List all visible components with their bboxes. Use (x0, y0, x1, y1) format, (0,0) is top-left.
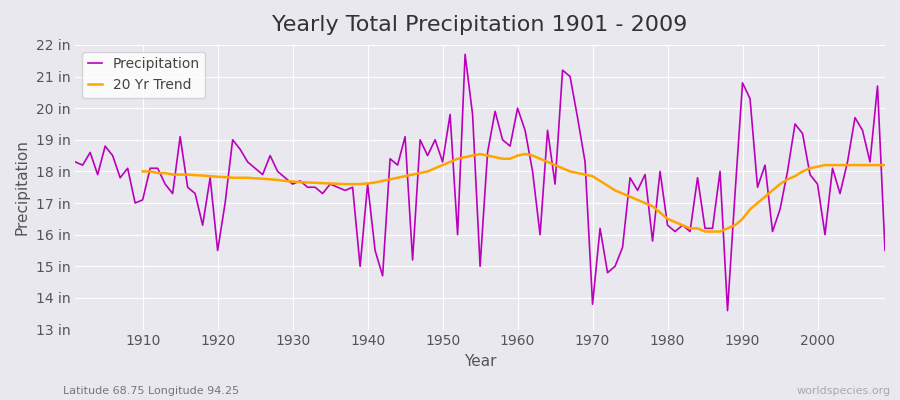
20 Yr Trend (310, 180, 320, 185)
20 Yr Trend (857, 163, 868, 168)
Precipitation (70, 160, 81, 164)
Precipitation (460, 52, 471, 57)
20 Yr Trend (280, 178, 291, 183)
20 Yr Trend (879, 163, 890, 168)
Text: Latitude 68.75 Longitude 94.25: Latitude 68.75 Longitude 94.25 (63, 386, 239, 396)
Precipitation (512, 106, 523, 110)
20 Yr Trend (834, 163, 845, 168)
Precipitation (609, 264, 620, 269)
Line: Precipitation: Precipitation (76, 54, 885, 311)
20 Yr Trend (699, 229, 710, 234)
Text: worldspecies.org: worldspecies.org (796, 386, 891, 396)
Line: 20 Yr Trend: 20 Yr Trend (143, 154, 885, 232)
X-axis label: Year: Year (464, 354, 496, 369)
Precipitation (519, 128, 530, 133)
20 Yr Trend (474, 152, 485, 156)
20 Yr Trend (587, 174, 598, 178)
Title: Yearly Total Precipitation 1901 - 2009: Yearly Total Precipitation 1901 - 2009 (273, 15, 688, 35)
Precipitation (722, 308, 733, 313)
Precipitation (294, 178, 305, 183)
Y-axis label: Precipitation: Precipitation (15, 139, 30, 235)
Legend: Precipitation, 20 Yr Trend: Precipitation, 20 Yr Trend (82, 52, 205, 98)
Precipitation (339, 188, 350, 193)
20 Yr Trend (138, 169, 148, 174)
Precipitation (130, 201, 140, 206)
20 Yr Trend (527, 153, 538, 158)
Precipitation (879, 248, 890, 253)
